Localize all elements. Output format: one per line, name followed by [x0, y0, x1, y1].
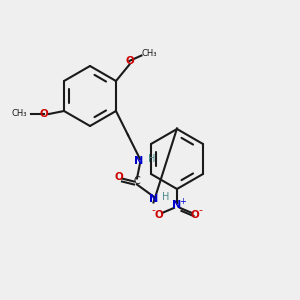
Text: O: O [154, 209, 164, 220]
Text: O: O [115, 172, 123, 182]
Text: CH₃: CH₃ [141, 49, 157, 58]
Text: +: + [179, 196, 186, 206]
Text: H: H [148, 154, 155, 164]
Text: -: - [198, 205, 203, 215]
Text: N: N [134, 156, 143, 167]
Text: -: - [152, 205, 156, 215]
Text: CH₃: CH₃ [11, 110, 26, 118]
Text: O: O [39, 109, 48, 119]
Text: N: N [149, 194, 158, 205]
Text: C: C [134, 176, 140, 187]
Text: H: H [162, 192, 169, 202]
Text: O: O [190, 209, 200, 220]
Text: O: O [125, 56, 134, 66]
Text: N: N [172, 200, 182, 211]
